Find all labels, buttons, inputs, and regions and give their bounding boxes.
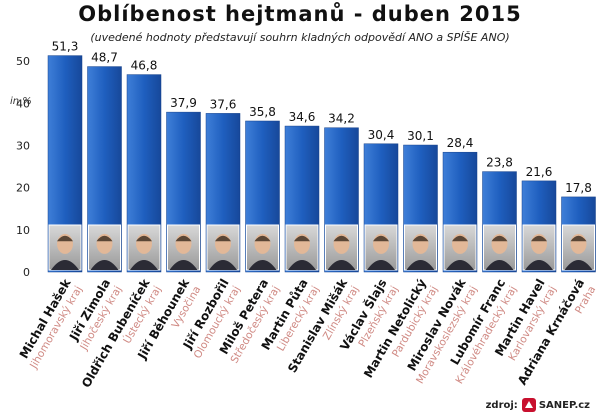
- value-label: 30,1: [407, 129, 434, 143]
- portrait-icon: [167, 224, 200, 271]
- value-label: 30,4: [368, 128, 395, 142]
- y-tick-label: 30: [16, 139, 30, 152]
- value-label: 37,9: [170, 96, 197, 110]
- portrait-icon: [285, 224, 319, 271]
- value-label: 23,8: [486, 156, 513, 170]
- value-label: 17,8: [565, 181, 592, 195]
- y-tick-label: 10: [16, 224, 30, 237]
- portrait-icon: [364, 224, 398, 271]
- value-label: 48,7: [91, 51, 118, 65]
- portrait-icon: [206, 224, 240, 271]
- source: zdroj: SANEP.cz: [486, 396, 590, 414]
- portrait-icon: [522, 224, 556, 271]
- value-label: 37,6: [210, 97, 237, 111]
- y-tick-label: 20: [16, 182, 30, 195]
- sanep-logo-text: SANEP.cz: [538, 399, 590, 411]
- value-label: 46,8: [131, 59, 158, 73]
- portrait-icon: [404, 224, 437, 271]
- y-tick-label: 0: [23, 266, 30, 279]
- value-label: 34,6: [289, 110, 316, 124]
- portrait-icon: [88, 224, 121, 271]
- value-label: 28,4: [447, 136, 474, 150]
- sanep-logo: SANEP.cz: [521, 397, 590, 413]
- y-axis-label: in %: [10, 96, 32, 107]
- portrait-icon: [325, 224, 358, 271]
- sanep-logo-icon: [521, 398, 536, 412]
- portrait-icon: [246, 224, 279, 271]
- chart-title: Oblíbenost hejtmanů - duben 2015: [78, 2, 522, 26]
- value-label: 35,8: [249, 105, 276, 119]
- portrait-icon: [443, 224, 477, 271]
- y-tick-label: 50: [16, 55, 30, 68]
- portrait-icon: [562, 224, 595, 271]
- y-tick-label: 40: [16, 97, 30, 110]
- value-label: 21,6: [526, 165, 553, 179]
- portrait-icon: [127, 224, 161, 271]
- source-label: zdroj:: [485, 399, 518, 411]
- value-label: 34,2: [328, 112, 355, 126]
- portrait-icon: [48, 224, 82, 271]
- value-label: 51,3: [52, 40, 79, 54]
- chart-subtitle: (uvedené hodnoty představují souhrn klad…: [90, 31, 510, 44]
- portrait-icon: [483, 224, 516, 271]
